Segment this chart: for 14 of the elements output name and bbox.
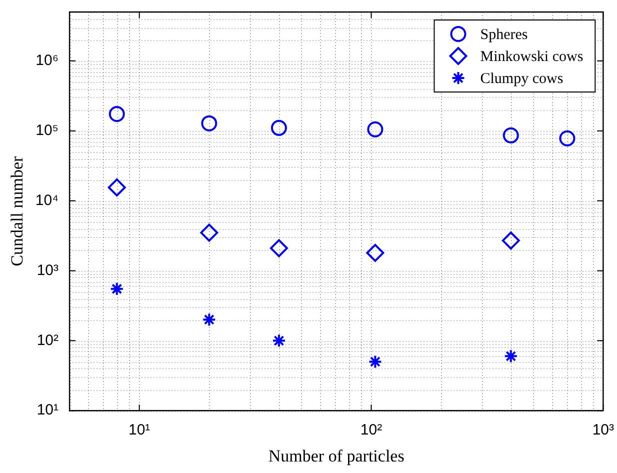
y-tick-label: 10² [36,332,59,349]
y-axis-title: Cundall number [8,156,27,266]
legend-label: Minkowski cows [480,48,584,65]
legend-label: Spheres [480,26,528,43]
x-tick-label: 10² [360,422,382,439]
y-tick-label: 10⁵ [36,122,59,139]
y-tick-label: 10³ [36,262,59,279]
y-tick-label: 10¹ [36,402,59,419]
legend-label: Clumpy cows [480,70,564,87]
x-axis-title: Number of particles [268,446,404,466]
y-tick-label: 10⁴ [35,192,59,209]
x-tick-label: 10³ [592,422,614,439]
y-tick-label: 10⁶ [36,52,59,70]
x-tick-label: 10¹ [128,422,150,439]
